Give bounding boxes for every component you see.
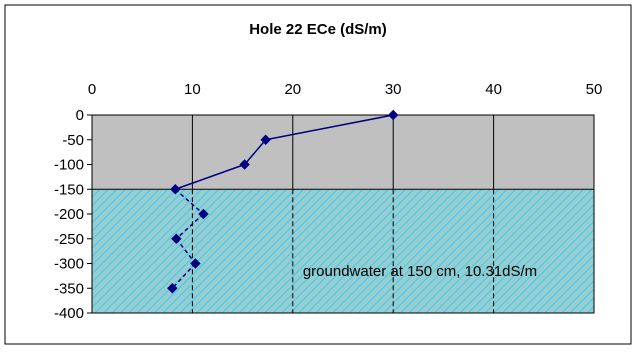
y-tick-label: -250 — [54, 231, 84, 248]
series-layer — [167, 109, 399, 294]
groundwater-annotation: groundwater at 150 cm, 10.31dS/m — [303, 263, 537, 280]
x-tick-label: 0 — [88, 81, 96, 98]
x-tick-label: 30 — [385, 81, 402, 98]
data-point-marker — [260, 134, 271, 145]
data-point-marker — [167, 283, 178, 294]
y-tick-label: -200 — [54, 206, 84, 223]
series-segment — [244, 139, 267, 165]
data-point-marker — [171, 233, 182, 244]
x-tick-label: 50 — [586, 81, 603, 98]
data-point-marker — [387, 109, 399, 121]
data-point-marker — [239, 159, 250, 170]
zones-layer — [92, 115, 594, 313]
y-tick-label: -400 — [54, 305, 84, 322]
series-segment-dashed — [175, 213, 204, 240]
series-segment-dashed — [171, 262, 196, 289]
series-segment-dashed — [175, 238, 197, 264]
data-point-marker — [170, 184, 181, 195]
x-tick-label: 20 — [284, 81, 301, 98]
series-segment — [175, 163, 245, 190]
y-tick-label: 0 — [76, 107, 84, 124]
data-point-marker — [190, 258, 201, 269]
axis-layer: 0 10 20 30 40 50 0 -50 -100 -150 -200 -250 -300 -350 -… — [54, 81, 602, 322]
zone-groundwater — [92, 189, 594, 313]
y-tick-label: -300 — [54, 256, 84, 273]
zone-unsaturated — [92, 115, 594, 190]
x-tick-label: 10 — [184, 81, 201, 98]
y-tick-label: -350 — [54, 280, 84, 297]
y-tick-label: -150 — [54, 181, 84, 198]
chart-title: Hole 22 ECe (dS/m) — [249, 21, 387, 38]
series-segment-dashed — [174, 188, 204, 215]
series-segment — [265, 114, 394, 141]
y-tick-label: -50 — [62, 132, 84, 149]
x-tick-label: 40 — [485, 81, 502, 98]
y-tick-label: -100 — [54, 157, 84, 174]
data-point-marker — [198, 208, 209, 220]
